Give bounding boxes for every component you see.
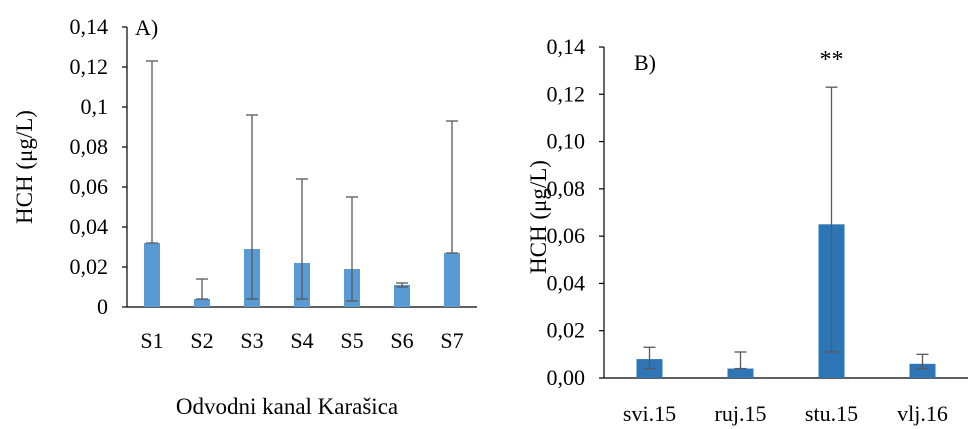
- y-tick-label-a: 0,12: [70, 54, 109, 79]
- y-tick-label-a: 0,08: [70, 134, 109, 159]
- y-tick-label-b: 0,04: [547, 270, 586, 295]
- x-tick-label-b: ruj.15: [715, 401, 767, 426]
- y-tick-label-b: 0,00: [547, 365, 586, 390]
- y-axis-label-a: HCH (μg/L): [12, 110, 37, 224]
- bar-b-ruj-15: [727, 368, 754, 378]
- bar-a-s1: [144, 243, 160, 307]
- significance-annotation: **: [820, 47, 844, 73]
- chart-panel-a: 0 0,02 0,04 0,06 0,08 0,1 0,12 0,14 S1 S2 S3 S4 S5 S6…: [12, 14, 477, 419]
- x-tick-label-a: S2: [190, 328, 213, 353]
- x-axis-label-a: Odvodni kanal Karašica: [176, 394, 398, 419]
- x-tick-label-a: S1: [140, 328, 163, 353]
- y-tick-label-b: 0,12: [547, 81, 586, 106]
- y-tick-label-a: 0,06: [70, 174, 109, 199]
- panel-label-a: A): [135, 15, 158, 40]
- x-tick-label-b: vlj.16: [897, 401, 948, 426]
- y-tick-label-b: 0,08: [547, 176, 586, 201]
- x-tick-label-a: S7: [440, 328, 463, 353]
- y-tick-label-b: 0,02: [547, 318, 586, 343]
- y-tick-label-b: 0,14: [547, 34, 586, 59]
- x-tick-label-b: stu.15: [805, 401, 858, 426]
- y-tick-label-a: 0,04: [70, 214, 109, 239]
- panel-label-b: B): [634, 50, 656, 75]
- x-tick-label-a: S5: [340, 328, 363, 353]
- bar-b-vlj-16: [909, 363, 936, 378]
- y-tick-label-a: 0,14: [70, 14, 109, 39]
- bar-a-s6: [394, 285, 410, 307]
- chart-panel-b: 0,00 0,02 0,04 0,06 0,08 0,10 0,12 0,14 svi.15 ru…: [526, 34, 968, 426]
- x-tick-label-a: S6: [390, 328, 413, 353]
- y-axis-label-b: HCH (μg/L): [526, 160, 551, 274]
- y-tick-label-a: 0,1: [81, 94, 109, 119]
- bar-a-s2: [194, 299, 210, 307]
- x-tick-label-b: svi.15: [623, 401, 676, 426]
- x-tick-label-a: S4: [290, 328, 313, 353]
- x-tick-label-a: S3: [240, 328, 263, 353]
- y-tick-label-b: 0,06: [547, 223, 586, 248]
- y-tick-label-a: 0: [97, 294, 108, 319]
- y-tick-label-b: 0,10: [547, 129, 586, 154]
- bar-a-s7: [444, 253, 460, 307]
- y-tick-label-a: 0,02: [70, 254, 109, 279]
